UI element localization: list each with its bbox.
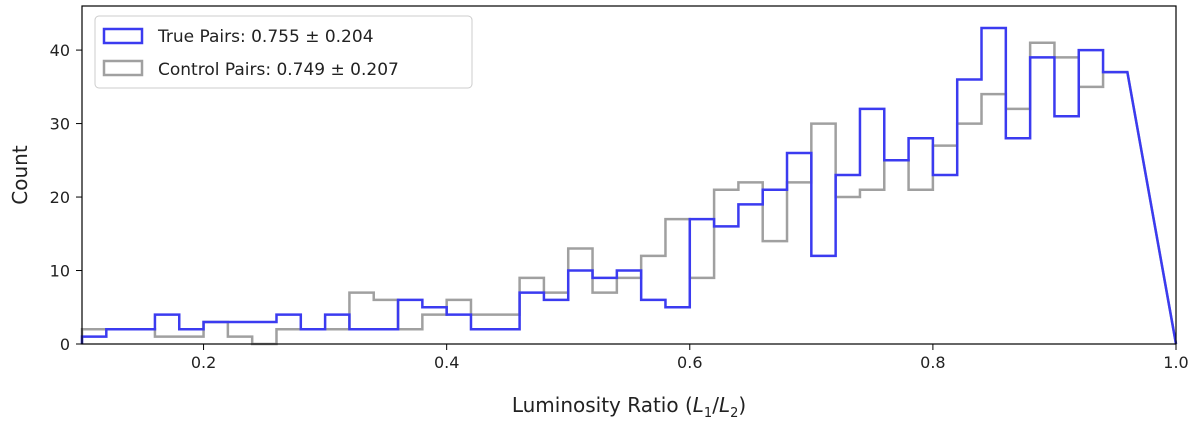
x-tick-label: 1.0 [1163,353,1188,372]
series-true-pairs-step [80,26,1178,345]
plot-frame [81,5,1177,345]
y-tick-label: 40 [50,41,70,60]
legend-frame [94,15,473,89]
legend-entry-control-pairs: Control Pairs: 0.749 ± 0.207 [102,59,399,80]
legend-swatch-control-pairs [102,59,144,77]
legend-label-true-pairs: True Pairs: 0.755 ± 0.204 [157,27,374,47]
x-tick-label: 0.6 [677,353,702,372]
x-axis-label-suffix: ) [738,393,746,417]
y-tick-label: 0 [60,335,70,354]
x-axis: 0.2 0.4 0.6 0.8 1.0 [191,344,1189,372]
x-tick-label: 0.4 [434,353,459,372]
x-axis-label-l2: L [719,393,730,417]
legend: True Pairs: 0.755 ± 0.204 Control Pairs:… [94,15,473,89]
x-tick-label: 0.2 [191,353,216,372]
x-axis-label-l2-sub: 2 [730,406,738,421]
x-axis-label: Luminosity Ratio (L1/L2) [512,393,746,421]
x-axis-label-slash: / [712,393,719,417]
series-layer [80,26,1178,346]
series-control-pairs-step [80,41,1178,346]
x-axis-label-l1-sub: 1 [704,406,712,421]
y-tick-label: 30 [50,115,70,134]
y-axis-label: Count [8,145,32,205]
y-tick-label: 10 [50,262,70,281]
legend-entry-true-pairs: True Pairs: 0.755 ± 0.204 [102,27,374,47]
legend-label-control-pairs: Control Pairs: 0.749 ± 0.207 [158,60,399,80]
x-tick-label: 0.8 [920,353,945,372]
x-axis-label-l1: L [693,393,704,417]
x-axis-label-prefix: Luminosity Ratio ( [512,393,693,417]
legend-swatch-true-pairs [102,27,144,45]
y-tick-label: 20 [50,188,70,207]
y-axis: 0 10 20 30 40 [50,41,82,354]
